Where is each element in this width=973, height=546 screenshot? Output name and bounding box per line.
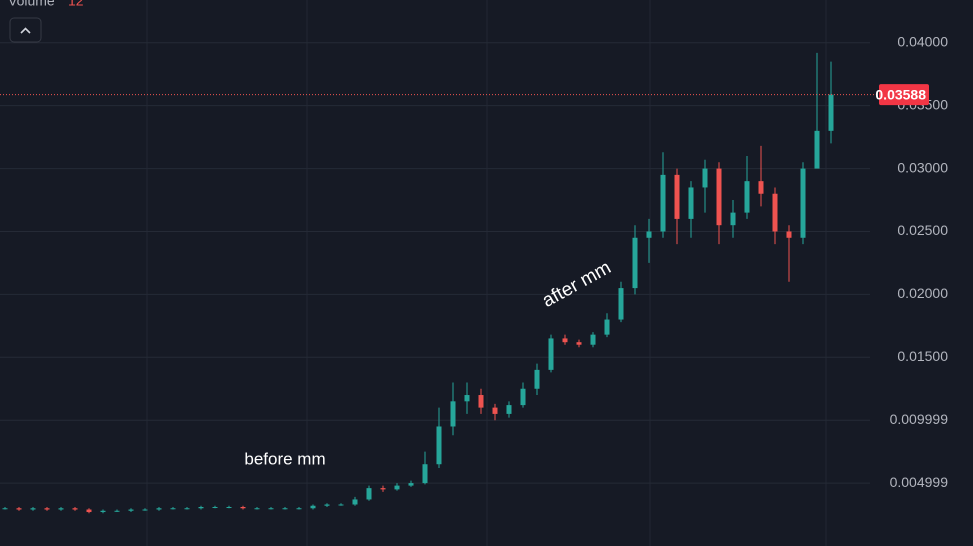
- button-frame[interactable]: [9, 17, 42, 43]
- y-tick-label: 0.02500: [897, 222, 948, 238]
- candle-body: [730, 212, 736, 226]
- volume-value: 12: [68, 0, 84, 9]
- candle-body: [114, 510, 120, 512]
- grid: [0, 42, 870, 484]
- y-tick-label: 0.04000: [897, 33, 948, 49]
- candle-body: [240, 507, 246, 509]
- y-tick-label: 0.03000: [897, 159, 948, 175]
- candle-body: [492, 407, 498, 414]
- candle-body: [436, 426, 442, 465]
- annotation: before mm: [244, 449, 325, 468]
- candle-body: [86, 509, 92, 513]
- candle-body: [660, 174, 666, 232]
- candle-body: [16, 508, 22, 510]
- candle-body: [142, 509, 148, 511]
- candles: [0, 52, 879, 514]
- collapse-button[interactable]: [9, 17, 42, 43]
- vertical-grid: [146, 0, 827, 546]
- candle-body: [576, 342, 582, 345]
- candle-body: [478, 395, 484, 408]
- candle-body: [254, 508, 260, 510]
- candle-body: [716, 168, 722, 226]
- candle-body: [450, 401, 456, 427]
- candle-body: [772, 193, 778, 232]
- last-price-label: 0.03588: [875, 86, 926, 102]
- candle-body: [212, 507, 218, 508]
- last-price-badge: [879, 84, 929, 106]
- candle-body: [632, 237, 638, 289]
- candle-body: [464, 395, 470, 402]
- candle-body: [310, 505, 316, 509]
- candle-body: [702, 168, 708, 188]
- candle-body: [72, 508, 78, 510]
- candle-body: [198, 507, 204, 509]
- candle-body: [352, 499, 358, 505]
- candle-body: [548, 338, 554, 370]
- candle-body: [156, 508, 162, 510]
- y-axis: 0.040000.035000.030000.025000.020000.015…: [875, 33, 948, 489]
- candle-body: [338, 504, 344, 506]
- candle-body: [744, 181, 750, 213]
- candle-body: [534, 369, 540, 389]
- candle-body: [380, 488, 386, 490]
- candle-body: [366, 488, 372, 500]
- candle-body: [226, 507, 232, 508]
- candle-body: [268, 508, 274, 510]
- candle-body: [170, 508, 176, 510]
- candle-body: [800, 168, 806, 238]
- candle-body: [618, 288, 624, 320]
- candle-body: [520, 388, 526, 406]
- candle-body: [814, 130, 820, 169]
- y-tick-label: 0.02000: [897, 285, 948, 301]
- candle-body: [590, 334, 596, 345]
- candle-body: [324, 504, 330, 506]
- y-tick-label: 0.009999: [890, 411, 949, 427]
- candle-body: [604, 319, 610, 335]
- candle-body: [58, 508, 64, 510]
- candle-body: [100, 510, 106, 513]
- candle-body: [184, 508, 190, 510]
- candle-body: [282, 508, 288, 510]
- candle-body: [688, 187, 694, 219]
- candle-body: [2, 508, 8, 510]
- candle-body: [786, 231, 792, 238]
- candle-body: [408, 483, 414, 486]
- caret-icon[interactable]: [20, 27, 31, 34]
- y-tick-label: 0.01500: [897, 348, 948, 364]
- candle-body: [296, 508, 302, 510]
- candle-body: [646, 231, 652, 238]
- y-tick-label: 0.004999: [890, 474, 949, 490]
- candle-body: [758, 181, 764, 194]
- candle-body: [422, 464, 428, 484]
- volume-label: Volume: [8, 0, 55, 9]
- candle-body: [30, 508, 36, 510]
- candle-body: [674, 174, 680, 219]
- candle-body: [128, 509, 134, 511]
- candle-body: [506, 405, 512, 414]
- candle-body: [394, 485, 400, 490]
- candle-body: [828, 94, 834, 131]
- candle-body: [562, 338, 568, 343]
- candle-body: [44, 508, 50, 510]
